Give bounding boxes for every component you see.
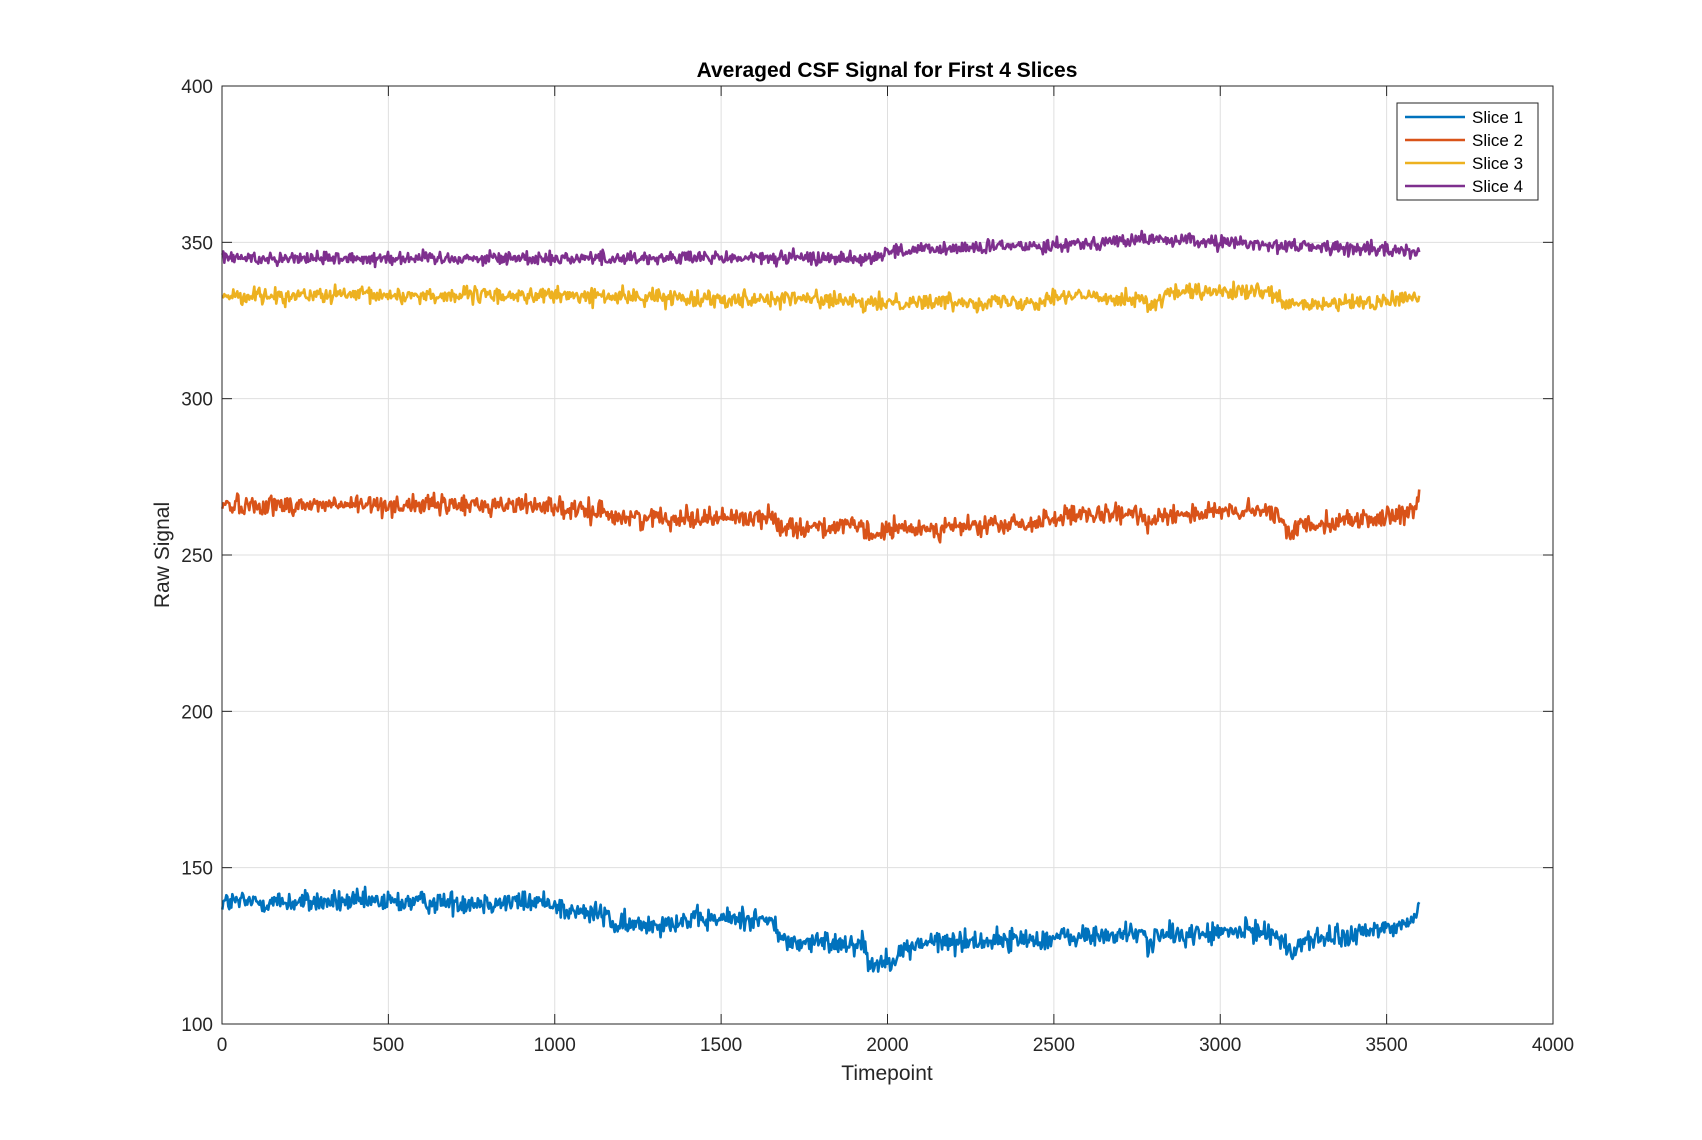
chart-title: Averaged CSF Signal for First 4 Slices: [697, 59, 1078, 82]
y-tick-label: 350: [181, 233, 213, 254]
y-tick-label: 400: [181, 77, 213, 98]
legend-label: Slice 4: [1472, 177, 1523, 196]
series-line-2: [221, 489, 1421, 544]
legend-label: Slice 1: [1472, 108, 1523, 127]
series-lines: [221, 229, 1421, 973]
y-axis-title: Raw Signal: [151, 502, 174, 608]
legend-box: [1396, 102, 1539, 201]
y-tick-label: 300: [181, 390, 213, 411]
axis-ticks: 0 500 1000 1500 2000 2500 3000 3500 4000 100 150 20…: [181, 77, 1574, 1056]
x-tick-label: 1500: [700, 1035, 742, 1056]
x-axis-title: Timepoint: [841, 1062, 933, 1085]
series-line-3: [221, 280, 1421, 314]
y-tick-label: 200: [181, 702, 213, 723]
x-tick-label: 4000: [1532, 1035, 1574, 1056]
y-tick-label: 150: [181, 859, 213, 880]
y-tick-label: 100: [181, 1015, 213, 1036]
x-tick-label: 3000: [1199, 1035, 1241, 1056]
y-tick-label: 250: [181, 546, 213, 567]
x-tick-label: 0: [217, 1035, 228, 1056]
x-tick-label: 3500: [1365, 1035, 1407, 1056]
x-tick-label: 1000: [534, 1035, 576, 1056]
legend-label: Slice 2: [1472, 131, 1523, 150]
x-tick-label: 500: [373, 1035, 405, 1056]
series-line-1: [221, 885, 1421, 973]
legend-label: Slice 3: [1472, 154, 1523, 173]
x-tick-label: 2000: [866, 1035, 908, 1056]
series-line-4: [221, 229, 1421, 269]
legend: Slice 1 Slice 2 Slice 3 Slice 4: [1396, 102, 1539, 201]
x-tick-label: 2500: [1033, 1035, 1075, 1056]
